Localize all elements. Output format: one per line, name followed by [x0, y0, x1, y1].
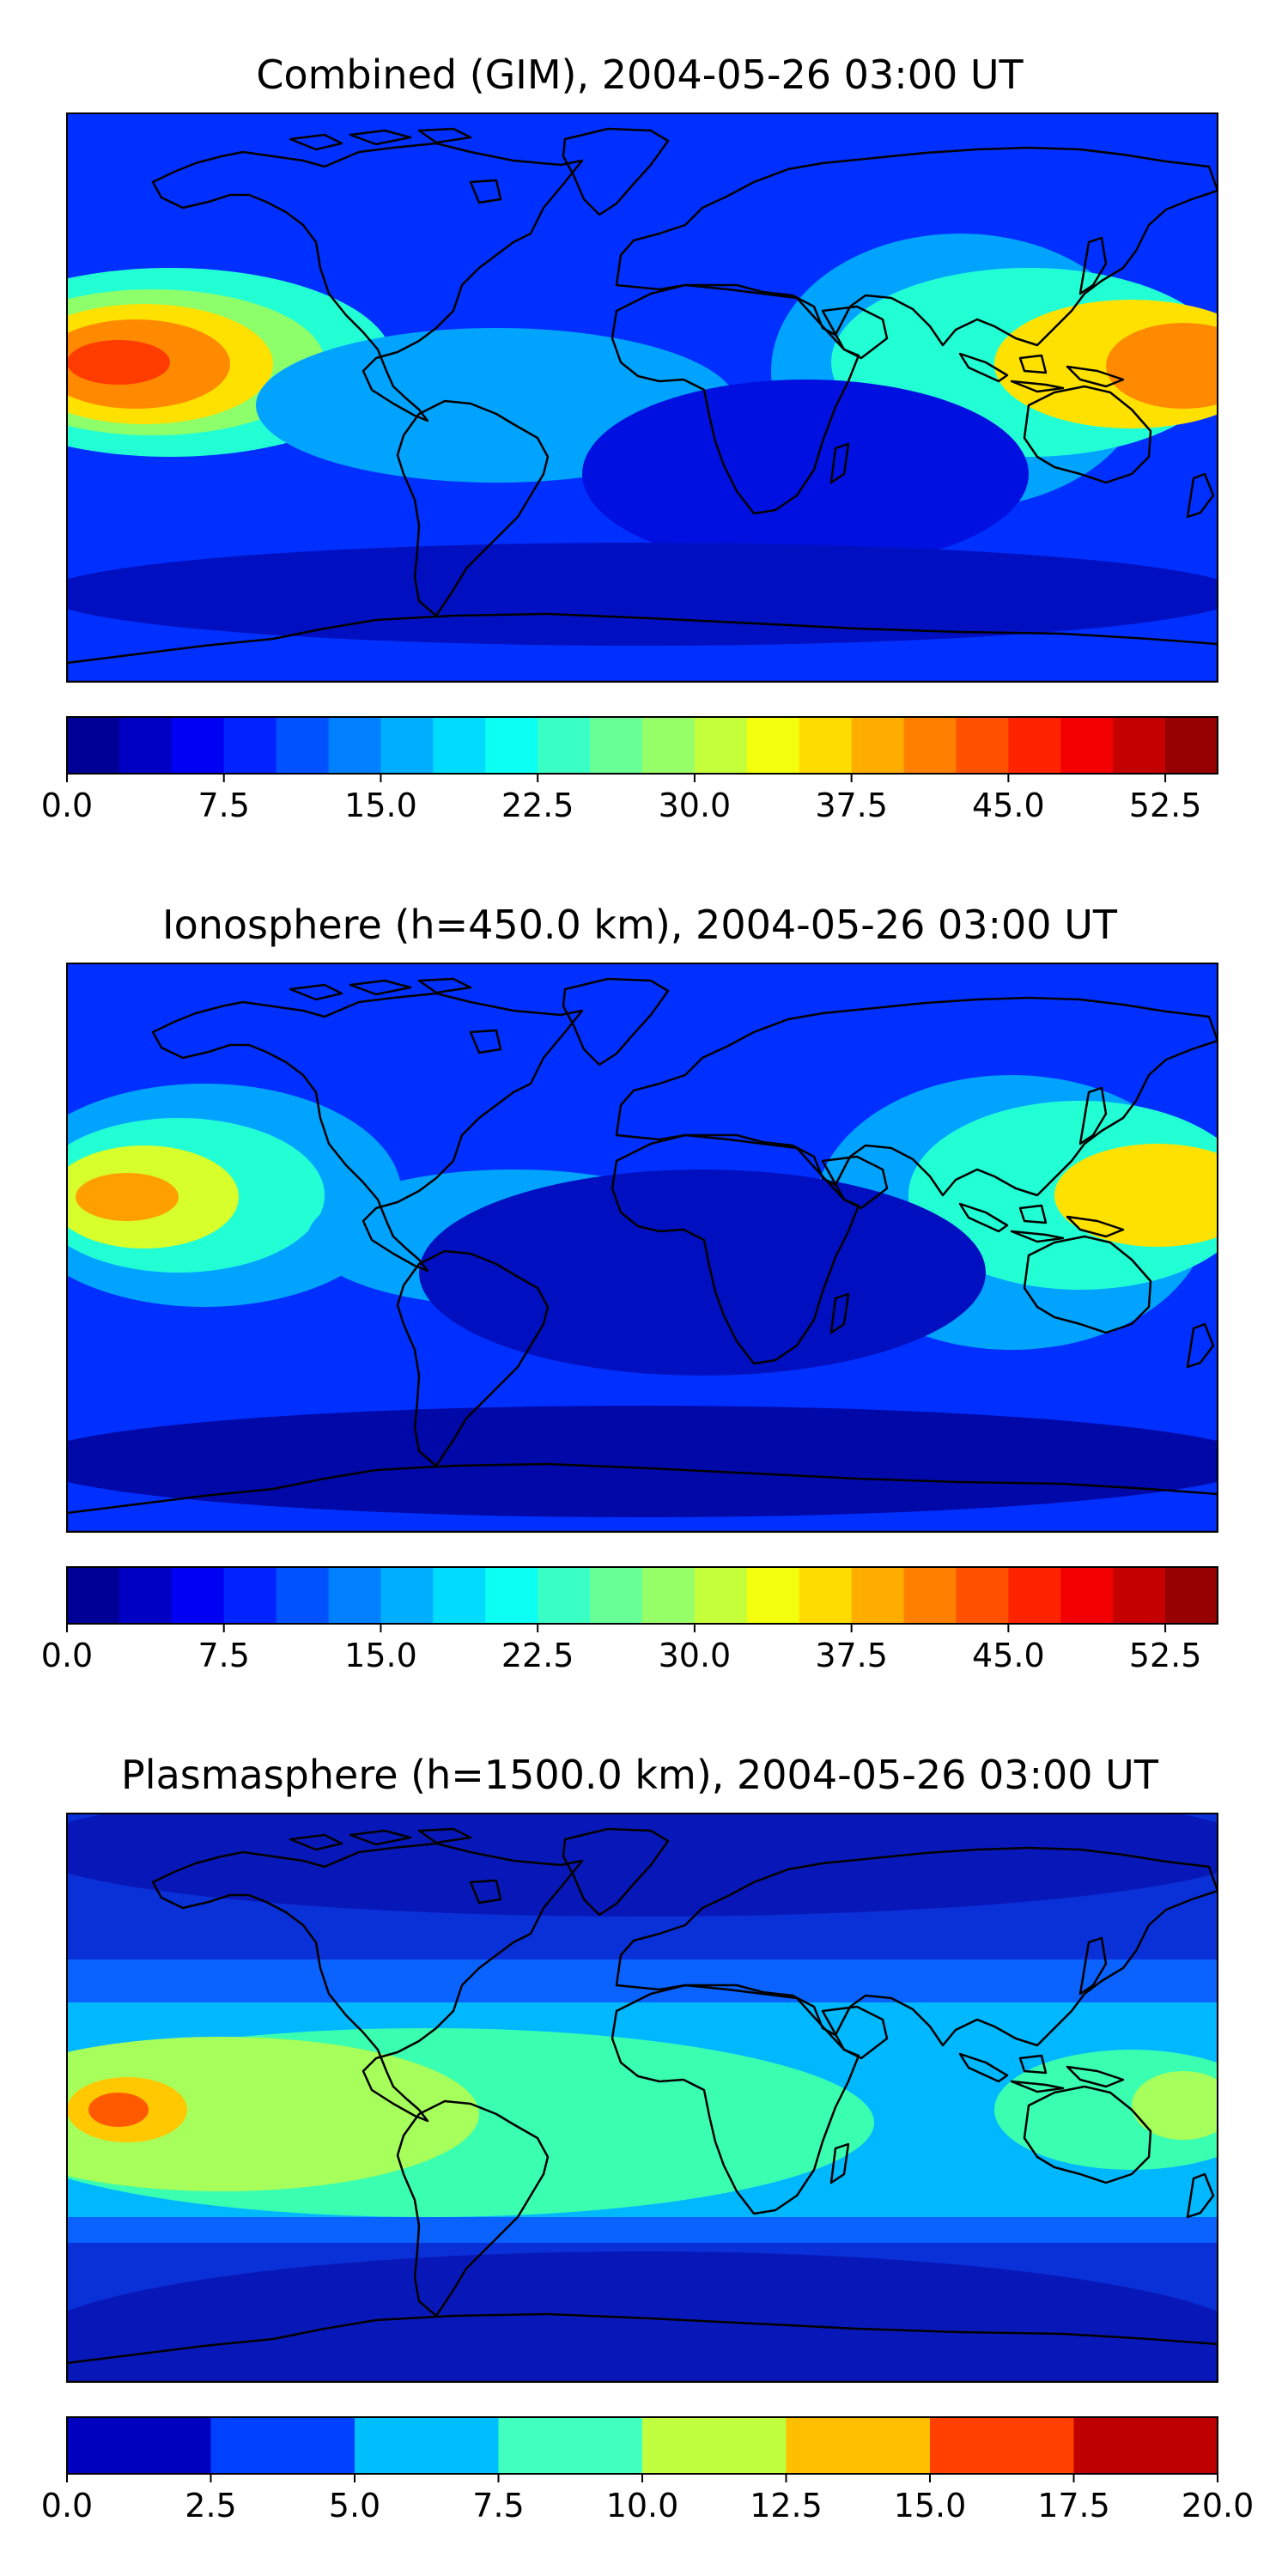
colorbar-segment: [118, 717, 173, 774]
colorbar-tick-label: 45.0: [972, 1637, 1045, 1674]
colorbar-segment: [223, 717, 277, 774]
colorbar-tick-label: 10.0: [606, 2487, 679, 2524]
colorbar-segment: [903, 1567, 957, 1624]
colorbar-tick-label: 52.5: [1129, 787, 1202, 824]
colorbar-tick-label: 15.0: [344, 787, 417, 824]
panel-ionosphere: Ionosphere (h=450.0 km), 2004-05-26 03:0…: [41, 902, 1218, 1674]
colorbar-segment: [171, 1567, 225, 1624]
colorbar-segment: [694, 1567, 748, 1624]
colorbar-tick-label: 22.5: [501, 1637, 574, 1674]
colorbar-segment: [930, 2417, 1075, 2474]
colorbar-segment: [498, 2417, 643, 2474]
map-frame-plasmasphere: [66, 1813, 1218, 2383]
colorbar-segment: [903, 717, 957, 774]
colorbar-tick-label: 0.0: [41, 2487, 93, 2524]
tec-field-combined: [67, 234, 1218, 646]
panel-plasmasphere: Plasmasphere (h=1500.0 km), 2004-05-26 0…: [41, 1752, 1255, 2524]
panel-combined: Combined (GIM), 2004-05-26 03:00 UT: [41, 52, 1218, 824]
colorbar-segment: [746, 1567, 800, 1624]
colorbar-tick-label: 37.5: [815, 787, 888, 824]
colorbar-segment: [590, 1567, 643, 1624]
colorbar-tick-label: 20.0: [1182, 2487, 1255, 2524]
colorbar-segment: [276, 717, 330, 774]
colorbar-segment: [746, 717, 800, 774]
colorbar-segment: [1113, 1567, 1166, 1624]
colorbar-segment: [694, 717, 748, 774]
map-frame-combined: [66, 112, 1218, 683]
colorbar-segment: [328, 1567, 382, 1624]
colorbar-segment: [355, 2417, 500, 2474]
colorbar-segment: [328, 717, 382, 774]
colorbar-segment: [433, 1567, 486, 1624]
colorbar-segment: [1008, 1567, 1061, 1624]
colorbar-segment: [380, 717, 434, 774]
colorbar-tick-label: 30.0: [659, 1637, 732, 1674]
panel-title-ionosphere: Ionosphere (h=450.0 km), 2004-05-26 03:0…: [162, 902, 1118, 948]
colorbar-segment: [433, 717, 486, 774]
colorbar-tick-label: 15.0: [894, 2487, 967, 2524]
colorbar-segment: [171, 717, 225, 774]
colorbar-segment: [538, 717, 591, 774]
colorbar-segment: [118, 1567, 173, 1624]
colorbar-segment: [538, 1567, 591, 1624]
colorbar-segment: [485, 1567, 538, 1624]
colorbar-segment: [223, 1567, 277, 1624]
colorbar-segment: [799, 717, 853, 774]
colorbar-segment: [1060, 1567, 1114, 1624]
colorbar-combined: 0.0 7.5 15.0 22.5 30.0 37.5 45.0 52.5: [41, 716, 1218, 824]
colorbar-segment: [485, 717, 538, 774]
colorbar-segment: [956, 717, 1009, 774]
colorbar-segment: [67, 2417, 212, 2474]
colorbar-segment: [642, 717, 696, 774]
colorbar-tick-label: 7.5: [198, 1637, 250, 1674]
colorbar-tick-label: 22.5: [501, 787, 574, 824]
colorbar-segment: [1060, 717, 1114, 774]
colorbar-segment: [956, 1567, 1009, 1624]
panel-title-combined: Combined (GIM), 2004-05-26 03:00 UT: [256, 52, 1024, 98]
map-frame-ionosphere: [66, 963, 1218, 1533]
colorbar-segment: [1165, 1567, 1218, 1624]
colorbar-segment: [210, 2417, 355, 2474]
colorbar-tick-label: 15.0: [344, 1637, 417, 1674]
colorbar-tick-label: 0.0: [41, 1637, 93, 1674]
colorbar-tick-label: 7.5: [472, 2487, 524, 2524]
colorbar-frame: [66, 1566, 1218, 1625]
colorbar-segment: [851, 1567, 905, 1624]
colorbar-segment: [642, 1567, 696, 1624]
panel-title-plasmasphere: Plasmasphere (h=1500.0 km), 2004-05-26 0…: [121, 1752, 1159, 1798]
colorbar-plasmasphere: 0.0 2.5 5.0 7.5 10.0 12.5 15.0 17.5 20.0: [41, 2416, 1255, 2524]
tec-field-ionosphere: [67, 1075, 1218, 1517]
colorbar-segment: [642, 2417, 787, 2474]
colorbar-tick-label: 37.5: [815, 1637, 888, 1674]
colorbar-tick-label: 2.5: [185, 2487, 236, 2524]
colorbar-tick-label: 7.5: [198, 787, 250, 824]
colorbar-ionosphere: 0.0 7.5 15.0 22.5 30.0 37.5 45.0 52.5: [41, 1566, 1218, 1674]
colorbar-segment: [380, 1567, 434, 1624]
colorbar-segment: [1008, 717, 1061, 774]
colorbar-segment: [67, 1567, 120, 1624]
colorbar-segment: [1165, 717, 1218, 774]
colorbar-segment: [590, 717, 643, 774]
colorbar-segment: [276, 1567, 330, 1624]
colorbar-segment: [1073, 2417, 1218, 2474]
colorbar-segment: [851, 717, 905, 774]
colorbar-segment: [1113, 717, 1166, 774]
colorbar-tick-label: 30.0: [659, 787, 732, 824]
tec-field-plasmasphere: [67, 1814, 1218, 2382]
colorbar-segment: [799, 1567, 853, 1624]
colorbar-tick-label: 45.0: [972, 787, 1045, 824]
colorbar-tick-label: 17.5: [1037, 2487, 1110, 2524]
colorbar-tick-label: 5.0: [329, 2487, 380, 2524]
colorbar-frame: [66, 716, 1218, 775]
colorbar-tick-label: 12.5: [750, 2487, 823, 2524]
colorbar-tick-label: 52.5: [1129, 1637, 1202, 1674]
colorbar-segment: [67, 717, 120, 774]
colorbar-tick-label: 0.0: [41, 787, 93, 824]
colorbar-segment: [786, 2417, 931, 2474]
